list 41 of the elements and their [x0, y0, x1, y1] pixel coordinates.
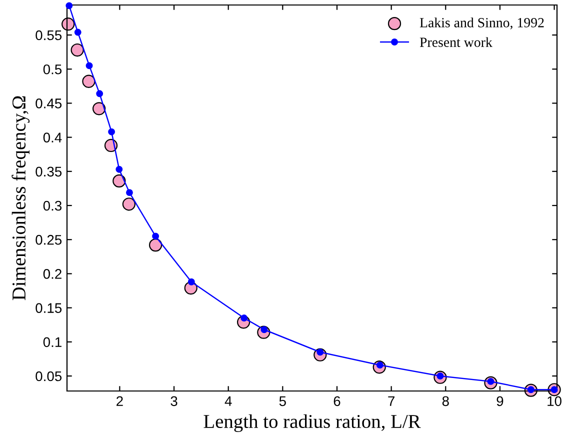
point — [74, 28, 82, 36]
x-tick-label: 10 — [548, 396, 562, 406]
point — [126, 189, 133, 196]
point — [86, 62, 93, 70]
point — [82, 74, 96, 88]
point — [122, 198, 136, 211]
point — [108, 128, 116, 136]
point — [240, 314, 248, 322]
y-tick-label: 0.4 — [43, 132, 62, 142]
point — [70, 43, 84, 57]
y-tick-label: 0.2 — [43, 269, 62, 279]
y-tick-label: 0.1 — [43, 337, 62, 348]
point — [188, 278, 195, 286]
point — [66, 2, 73, 10]
x-tick-label: 5 — [279, 396, 286, 406]
y-tick-label: 0.45 — [36, 98, 62, 108]
point — [148, 238, 162, 252]
y-tick-label: 0.25 — [36, 234, 62, 245]
x-tick-label: 9 — [496, 396, 504, 406]
y-tick-label: 0.15 — [36, 303, 62, 313]
point — [92, 102, 106, 116]
x-tick-label: 2 — [116, 396, 123, 406]
y-tick-label: 0.55 — [36, 30, 62, 40]
y-axis-title: Dimensionless freqency,Ω — [12, 96, 30, 300]
x-tick-label: 4 — [224, 396, 232, 406]
point — [152, 232, 160, 240]
y-tick-label: 0.05 — [36, 371, 62, 382]
y-tick-label: 0.3 — [43, 200, 62, 211]
point — [112, 174, 126, 188]
x-axis-title: Length to radius ration, L/R — [204, 414, 421, 432]
point — [116, 166, 123, 173]
point — [62, 18, 75, 31]
y-tick-label: 0.5 — [43, 64, 62, 74]
x-tick-label: 3 — [170, 396, 178, 406]
legend-label: Lakis and Sinno, 1992 — [420, 18, 544, 30]
y-tick-label: 0.35 — [36, 166, 62, 177]
legend-label: Present work — [420, 37, 492, 47]
x-tick-label: 7 — [388, 396, 394, 406]
x-tick-label: 8 — [442, 396, 449, 406]
x-tick-label: 6 — [334, 396, 340, 406]
point — [96, 90, 104, 98]
